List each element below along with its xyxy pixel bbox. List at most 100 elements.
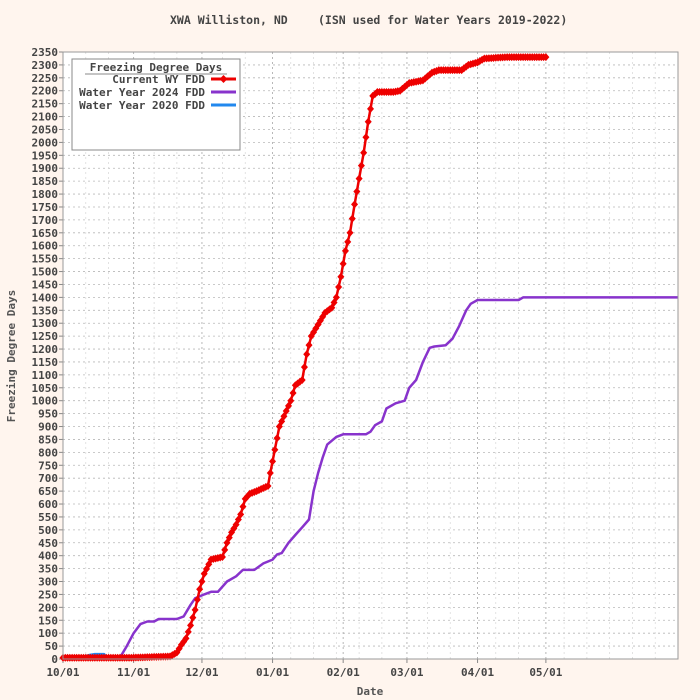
chart-title-station: XWA Williston, ND: [170, 13, 288, 27]
current-wy-point: [357, 161, 365, 170]
y-tick-label: 1250: [32, 330, 59, 343]
current-wy-point: [344, 237, 352, 246]
plot-background: [63, 52, 678, 659]
current-wy-point: [348, 214, 356, 223]
y-tick-label: 550: [38, 511, 58, 524]
legend-label-wy2024: Water Year 2024 FDD: [79, 86, 205, 99]
x-tick-label: 11/01: [117, 666, 150, 679]
y-tick-label: 650: [38, 485, 58, 498]
y-tick-label: 300: [38, 576, 58, 589]
y-tick-label: 50: [45, 640, 58, 653]
y-tick-label: 1650: [32, 227, 59, 240]
current-wy-point: [300, 363, 308, 372]
current-wy-point: [305, 341, 313, 350]
y-tick-label: 950: [38, 408, 58, 421]
current-wy-point: [273, 434, 281, 443]
x-tick-label: 03/01: [390, 666, 423, 679]
current-wy-point: [182, 634, 190, 643]
current-wy-point: [287, 396, 295, 405]
current-wy-point: [239, 502, 247, 511]
legend-title: Freezing Degree Days: [90, 61, 222, 74]
y-tick-label: 2100: [32, 111, 59, 124]
current-wy-point: [271, 445, 279, 454]
current-wy-point: [542, 53, 550, 62]
current-wy-point: [362, 133, 370, 142]
y-tick-label: 1600: [32, 240, 59, 253]
current-wy-point: [221, 545, 229, 554]
current-wy-point: [341, 246, 349, 255]
legend-marker-current-wy: [219, 75, 228, 83]
y-tick-label: 150: [38, 614, 58, 627]
current-wy-point: [193, 595, 201, 604]
chart-title-note: (ISN used for Water Years 2019-2022): [318, 13, 567, 27]
current-wy-point: [298, 376, 306, 385]
current-wy-point: [351, 200, 359, 209]
y-tick-label: 2300: [32, 59, 59, 72]
y-tick-label: 1150: [32, 356, 59, 369]
current-wy-point: [337, 272, 345, 281]
current-wy-point: [303, 350, 311, 359]
y-tick-label: 1500: [32, 266, 59, 279]
y-tick-label: 200: [38, 601, 58, 614]
x-tick-label: 12/01: [185, 666, 218, 679]
current-wy-point: [196, 585, 204, 594]
current-wy-point: [266, 469, 274, 478]
y-tick-label: 1300: [32, 317, 59, 330]
y-tick-label: 700: [38, 472, 58, 485]
axis-layer: 0501001502002503003504004505005506006507…: [32, 46, 563, 679]
legend-label-current-wy: Current WY FDD: [112, 73, 205, 86]
current-wy-point: [191, 605, 199, 614]
y-tick-label: 2200: [32, 85, 59, 98]
current-wy-point: [339, 259, 347, 268]
y-tick-label: 850: [38, 433, 58, 446]
y-tick-label: 800: [38, 446, 58, 459]
y-tick-label: 450: [38, 537, 58, 550]
y-tick-label: 1750: [32, 201, 59, 214]
current-wy-point: [332, 293, 340, 302]
x-axis-label: Date: [357, 685, 384, 698]
y-tick-label: 1100: [32, 369, 59, 382]
series-layer: [59, 53, 678, 662]
current-wy-point: [355, 174, 363, 183]
x-tick-label: 05/01: [529, 666, 562, 679]
current-wy-point: [184, 627, 192, 636]
y-tick-label: 1050: [32, 382, 59, 395]
y-tick-label: 600: [38, 498, 58, 511]
y-tick-label: 1800: [32, 188, 59, 201]
plot-frame: [62, 51, 679, 660]
current-wy-point: [360, 148, 368, 157]
x-tick-label: 04/01: [461, 666, 494, 679]
current-wy-point: [189, 613, 197, 622]
y-tick-label: 1200: [32, 343, 59, 356]
current-wy-point: [237, 510, 245, 519]
current-wy-point: [187, 621, 195, 630]
y-tick-label: 2050: [32, 123, 59, 136]
grid-layer: [63, 52, 678, 659]
y-tick-label: 1450: [32, 278, 59, 291]
legend: Freezing Degree Days Current WY FDD Wate…: [71, 58, 241, 151]
y-tick-label: 350: [38, 563, 58, 576]
legend-label-wy2020: Water Year 2020 FDD: [79, 99, 205, 112]
current-wy-point: [269, 457, 277, 466]
current-wy-point: [367, 104, 374, 113]
y-tick-label: 1700: [32, 214, 59, 227]
y-tick-label: 1350: [32, 304, 59, 317]
y-tick-label: 1550: [32, 253, 59, 266]
y-tick-label: 1850: [32, 175, 59, 188]
current-wy-point: [335, 283, 343, 292]
y-tick-label: 750: [38, 459, 58, 472]
current-wy-point: [264, 481, 272, 490]
y-tick-label: 1400: [32, 291, 59, 304]
current-wy-point: [364, 117, 372, 126]
y-tick-label: 1000: [32, 395, 59, 408]
y-tick-label: 2250: [32, 72, 59, 85]
y-tick-label: 2000: [32, 136, 59, 149]
y-tick-label: 1950: [32, 149, 59, 162]
current-wy-point: [198, 577, 206, 586]
y-tick-label: 2150: [32, 98, 59, 111]
y-tick-label: 250: [38, 588, 58, 601]
y-tick-label: 500: [38, 524, 58, 537]
x-tick-label: 10/01: [46, 666, 79, 679]
current-wy-point: [218, 552, 226, 561]
current-wy-point: [353, 187, 361, 196]
